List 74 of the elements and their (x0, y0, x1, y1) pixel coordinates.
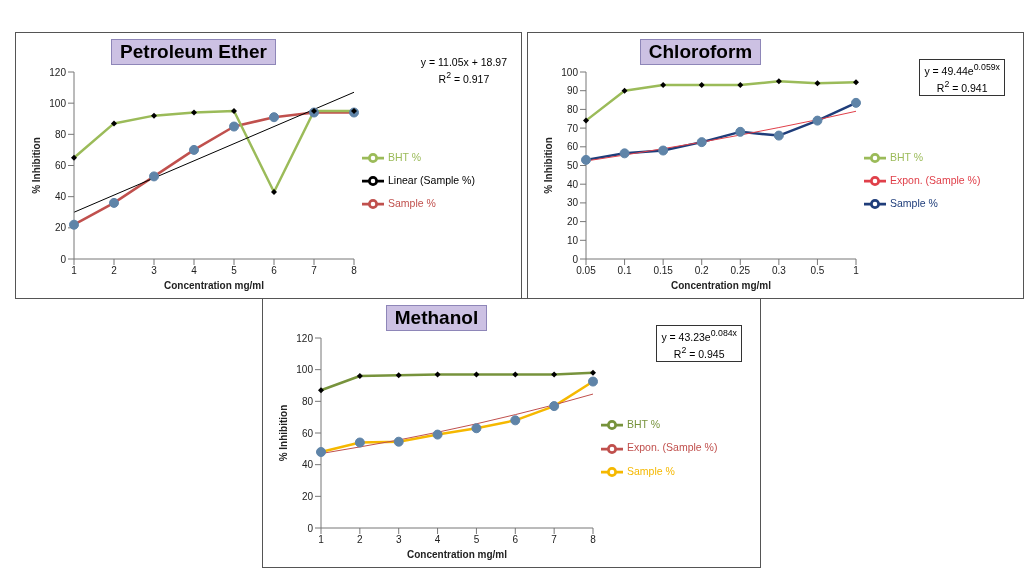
y-tick-label: 40 (301, 459, 314, 471)
x-tick-label: 0.15 (653, 265, 674, 277)
legend-label: BHT % (627, 418, 661, 431)
x-tick-label: 5 (231, 265, 238, 277)
x-axis-title: Concentration mg/ml (163, 280, 265, 291)
chart-title: Petroleum Ether (111, 39, 276, 65)
legend-label: BHT % (890, 150, 924, 163)
y-tick-label: 80 (566, 103, 579, 115)
y-tick-label: 10 (566, 234, 579, 246)
x-tick-label: 6 (512, 534, 519, 546)
text: R$^{2}$ = 0.945 (672, 343, 726, 360)
x-tick-label: 3 (151, 265, 158, 277)
y-tick-label: 50 (566, 160, 579, 172)
x-tick-label: 2 (357, 534, 364, 546)
text: y = 43.23e$^{0.084x}$ (661, 327, 737, 344)
legend-label: BHT % (388, 150, 422, 163)
chart-title: Chloroform (639, 39, 762, 65)
legend-label: Expon. (Sample %) (627, 441, 718, 454)
x-tick-label: 1 (71, 265, 78, 277)
x-axis-title: Concentration mg/ml (670, 280, 772, 291)
x-tick-label: 0.1 (617, 265, 632, 277)
y-tick-label: 20 (566, 216, 579, 228)
y-tick-label: 30 (566, 197, 579, 209)
x-tick-label: 5 (473, 534, 480, 546)
y-tick-label: 0 (572, 253, 579, 265)
legend-label: Sample % (627, 464, 675, 477)
y-tick-label: 0 (60, 253, 67, 265)
line-series (73, 91, 355, 213)
y-tick-label: 100 (561, 66, 579, 78)
x-tick-label: 0.2 (694, 265, 710, 277)
y-tick-label: 100 (296, 364, 314, 376)
y-tick-label: 40 (566, 178, 579, 190)
y-tick-label: 120 (296, 332, 314, 344)
text: y = 11.05x + 18.97 (420, 56, 507, 69)
x-tick-label: 8 (351, 265, 358, 277)
y-tick-label: 70 (566, 122, 579, 134)
x-tick-label: 1 (318, 534, 325, 546)
legend-label: Sample % (388, 197, 436, 210)
y-tick-label: 60 (566, 141, 579, 153)
y-tick-label: 0 (307, 522, 314, 534)
text: y = 49.44e$^{0.059x}$ (924, 61, 1000, 78)
x-tick-label: 0.3 (771, 265, 787, 277)
x-tick-label: 6 (271, 265, 278, 277)
y-tick-label: 40 (54, 191, 67, 203)
legend-label: Sample % (890, 197, 938, 210)
x-tick-label: 0.5 (810, 265, 825, 277)
legend-label: Linear (Sample %) (388, 173, 475, 186)
x-tick-label: 2 (111, 265, 118, 277)
x-tick-label: 3 (395, 534, 402, 546)
x-axis-title: Concentration mg/ml (406, 549, 508, 560)
y-tick-label: 20 (54, 222, 67, 234)
x-tick-label: 7 (551, 534, 558, 546)
y-tick-label: 60 (301, 427, 314, 439)
legend-label: Expon. (Sample %) (890, 173, 981, 186)
y-tick-label: 90 (566, 85, 579, 97)
y-tick-label: 20 (301, 490, 314, 502)
x-tick-label: 7 (311, 265, 318, 277)
y-axis-title: % Inhibition (30, 137, 42, 194)
y-tick-label: 120 (49, 66, 67, 78)
x-tick-label: 1 (853, 265, 860, 277)
text: R$^{2}$ = 0.941 (935, 77, 989, 94)
y-tick-label: 100 (49, 97, 67, 109)
x-tick-label: 0.05 (576, 265, 597, 277)
x-tick-label: 8 (590, 534, 597, 546)
chart-title: Methanol (385, 305, 488, 331)
x-tick-label: 0.25 (730, 265, 751, 277)
y-tick-label: 80 (301, 395, 314, 407)
text: R$^{2}$ = 0.917 (437, 69, 491, 86)
y-axis-title: % Inhibition (542, 137, 554, 194)
x-tick-label: 4 (434, 534, 441, 546)
y-tick-label: 80 (54, 128, 67, 140)
x-tick-label: 4 (191, 265, 198, 277)
y-tick-label: 60 (54, 160, 67, 172)
y-axis-title: % Inhibition (277, 404, 289, 462)
